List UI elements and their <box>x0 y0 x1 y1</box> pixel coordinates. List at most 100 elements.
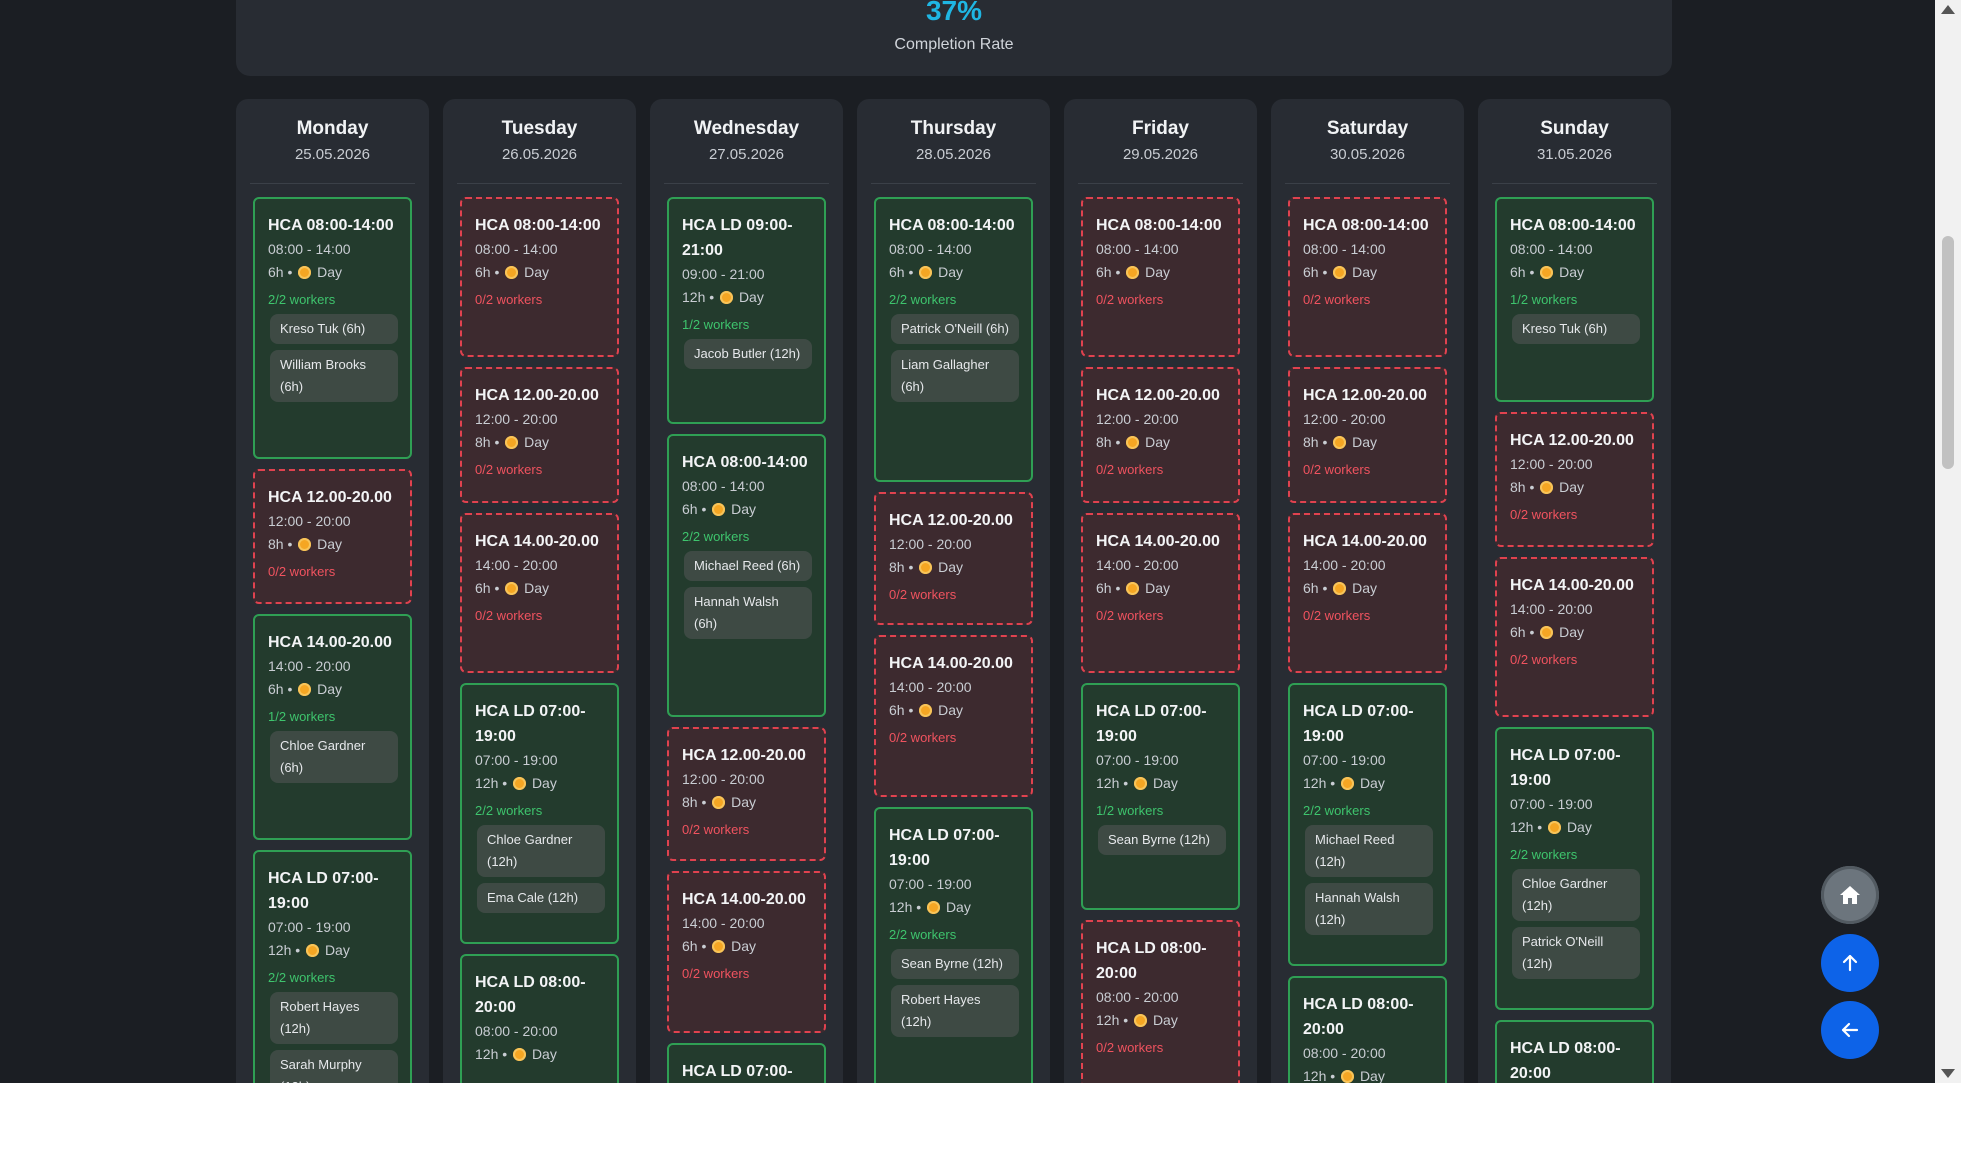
worker-chip[interactable]: Robert Hayes (12h) <box>270 992 398 1044</box>
sun-icon <box>1126 582 1140 595</box>
shift-card[interactable]: HCA 14.00-20.00 14:00 - 20:00 6h • Day 0/2 … <box>874 635 1033 797</box>
worker-count: 0/2 workers <box>889 730 957 745</box>
worker-chip[interactable]: Kreso Tuk (6h) <box>1512 314 1640 344</box>
shift-card[interactable]: HCA 08:00-14:00 08:00 - 14:00 6h • Day 0/2 … <box>1081 197 1240 357</box>
shift-card[interactable]: HCA LD 07:00-19:00 07:00 - 19:00 12h • Day… <box>460 683 619 944</box>
worker-chip[interactable]: Sarah Murphy (12h) <box>270 1050 398 1083</box>
worker-chip[interactable]: Chloe Gardner (12h) <box>1512 869 1640 921</box>
scroll-down-arrow[interactable] <box>1941 1069 1955 1078</box>
shift-period: Day <box>738 289 764 305</box>
shift-card[interactable]: HCA 12.00-20.00 12:00 - 20:00 8h • Day 0/2 … <box>874 492 1033 625</box>
shift-title: HCA 08:00-14:00 <box>1510 217 1636 234</box>
worker-chip[interactable]: Hannah Walsh (12h) <box>1305 883 1433 935</box>
schedule-page: 37% Completion Rate Monday 25.05.2026 HCA … <box>0 0 1935 1083</box>
shift-card[interactable]: HCA LD 07:00-19:00 07:00 - 19:00 12h • Day… <box>874 807 1033 1083</box>
shift-card[interactable]: HCA LD 08:00-20:00 08:00 - 20:00 12h • Day <box>1288 976 1447 1083</box>
day-header: Tuesday 26.05.2026 <box>457 99 622 184</box>
shift-card[interactable]: HCA 08:00-14:00 08:00 - 14:00 6h • Day 0/2 … <box>460 197 619 357</box>
shift-card[interactable]: HCA LD 07:00-19:00 07:00 - 19:00 12h • Day… <box>1288 683 1447 966</box>
day-header: Friday 29.05.2026 <box>1078 99 1243 184</box>
shift-hours: 6h <box>1096 264 1112 280</box>
shift-period: Day <box>531 1046 557 1062</box>
back-button[interactable] <box>1821 1001 1879 1059</box>
shift-card[interactable]: HCA 12.00-20.00 12:00 - 20:00 8h • Day 0/2 … <box>1081 367 1240 503</box>
shift-card[interactable]: HCA 12.00-20.00 12:00 - 20:00 8h • Day 0/2 … <box>253 469 412 604</box>
shift-card[interactable]: HCA LD 08:00-20:00 08:00 - 20:00 12h • Day <box>460 954 619 1083</box>
worker-chip[interactable]: Patrick O'Neill (12h) <box>1512 927 1640 979</box>
completion-stat-card: 37% Completion Rate <box>236 0 1672 76</box>
shift-card[interactable]: HCA LD 07:00-19:00 07:00 - 19:00 12h • Day… <box>1495 727 1654 1010</box>
worker-chip[interactable]: William Brooks (6h) <box>270 350 398 402</box>
shift-card[interactable]: HCA 12.00-20.00 12:00 - 20:00 8h • Day 0/2 … <box>460 367 619 503</box>
home-button[interactable] <box>1821 866 1879 924</box>
shift-meta: 6h • Day <box>1510 624 1585 640</box>
shift-meta: 8h • Day <box>268 536 343 552</box>
worker-chip[interactable]: Robert Hayes (12h) <box>891 985 1019 1037</box>
shift-title: HCA LD 07:00- <box>682 1063 793 1080</box>
shift-card[interactable]: HCA LD 07:00-19:00 07:00 - 19:00 12h • Day… <box>1081 683 1240 910</box>
shift-hours: 6h <box>475 264 491 280</box>
shift-card[interactable]: HCA 14.00-20.00 14:00 - 20:00 6h • Day 0/2 … <box>1288 513 1447 673</box>
shift-meta: 8h • Day <box>682 794 757 810</box>
shift-card[interactable]: HCA LD 09:00-21:00 09:00 - 21:00 12h • Day… <box>667 197 826 424</box>
worker-chip[interactable]: Kreso Tuk (6h) <box>270 314 398 344</box>
worker-count: 0/2 workers <box>268 564 336 579</box>
shift-hours: 12h <box>1303 775 1327 791</box>
day-name: Friday <box>1131 118 1190 139</box>
shift-time: 07:00 - 19:00 <box>1510 796 1593 812</box>
worker-count: 0/2 workers <box>1096 608 1164 623</box>
shift-card[interactable]: HCA LD 07:00-19:00 07:00 - 19:00 12h • Day… <box>253 850 412 1083</box>
shift-meta: 6h • Day <box>1303 264 1378 280</box>
shift-card[interactable]: HCA LD 07:00- <box>667 1043 826 1083</box>
shift-time: 14:00 - 20:00 <box>1510 601 1593 617</box>
shift-card[interactable]: HCA 08:00-14:00 08:00 - 14:00 6h • Day 2/2 … <box>874 197 1033 482</box>
shift-card[interactable]: HCA 08:00-14:00 08:00 - 14:00 6h • Day 2/2 … <box>667 434 826 717</box>
shift-title: HCA LD 08:00-20:00 <box>475 974 586 1016</box>
day-header: Saturday 30.05.2026 <box>1285 99 1450 184</box>
shift-period: Day <box>945 899 971 915</box>
worker-chip[interactable]: Ema Cale (12h) <box>477 883 605 913</box>
scroll-top-button[interactable] <box>1821 934 1879 992</box>
shift-period: Day <box>731 794 757 810</box>
shift-card[interactable]: HCA 08:00-14:00 08:00 - 14:00 6h • Day 2/2 … <box>253 197 412 459</box>
day-name: Monday <box>296 118 369 139</box>
worker-chip[interactable]: Hannah Walsh (6h) <box>684 587 812 639</box>
shift-card[interactable]: HCA LD 08:00-20:00 08:00 - 20:00 12h • Day… <box>1081 920 1240 1083</box>
scrollbar-thumb[interactable] <box>1942 236 1954 469</box>
scroll-up-arrow[interactable] <box>1941 5 1955 14</box>
worker-chip[interactable]: Sean Byrne (12h) <box>1098 825 1226 855</box>
worker-chip[interactable]: Michael Reed (6h) <box>684 551 812 581</box>
sun-icon <box>1134 1014 1148 1027</box>
shift-time: 08:00 - 14:00 <box>1096 241 1179 257</box>
shift-card[interactable]: HCA 08:00-14:00 08:00 - 14:00 6h • Day 0/2 … <box>1288 197 1447 357</box>
worker-chip[interactable]: Liam Gallagher (6h) <box>891 350 1019 402</box>
page-scrollbar[interactable] <box>1935 0 1961 1083</box>
shift-card[interactable]: HCA 08:00-14:00 08:00 - 14:00 6h • Day 1/2 … <box>1495 197 1654 402</box>
day-name: Wednesday <box>693 118 800 139</box>
worker-chip[interactable]: Jacob Butler (12h) <box>684 339 812 369</box>
shift-card[interactable]: HCA 14.00-20.00 14:00 - 20:00 6h • Day 0/2 … <box>1495 557 1654 717</box>
worker-chip[interactable]: Chloe Gardner (12h) <box>477 825 605 877</box>
shift-card[interactable]: HCA 14.00-20.00 14:00 - 20:00 6h • Day 0/2 … <box>460 513 619 673</box>
day-column-friday: Friday 29.05.2026 HCA 08:00-14:00 08:00 - 1… <box>1064 99 1257 1083</box>
sun-icon <box>1333 582 1347 595</box>
shift-card[interactable]: HCA 12.00-20.00 12:00 - 20:00 8h • Day 0/2 … <box>1288 367 1447 503</box>
shift-meta: 6h • Day <box>1303 580 1378 596</box>
worker-chip[interactable]: Chloe Gardner (6h) <box>270 731 398 783</box>
shift-title: HCA 14.00-20.00 <box>1510 577 1634 594</box>
shift-card[interactable]: HCA 14.00-20.00 14:00 - 20:00 6h • Day 0/2 … <box>1081 513 1240 673</box>
shift-period: Day <box>1359 1068 1385 1083</box>
worker-chip[interactable]: Patrick O'Neill (6h) <box>891 314 1019 344</box>
worker-chip[interactable]: Sean Byrne (12h) <box>891 949 1019 979</box>
shift-card[interactable]: HCA LD 08:00-20:00 <box>1495 1020 1654 1083</box>
shift-meta: 6h • Day <box>1510 264 1585 280</box>
worker-count: 0/2 workers <box>475 292 543 307</box>
shift-card[interactable]: HCA 14.00-20.00 14:00 - 20:00 6h • Day 0/2 … <box>667 871 826 1033</box>
sun-icon <box>1341 1070 1355 1083</box>
shift-hours: 12h <box>889 899 913 915</box>
shift-time: 12:00 - 20:00 <box>682 771 765 787</box>
worker-chip[interactable]: Michael Reed (12h) <box>1305 825 1433 877</box>
shift-card[interactable]: HCA 12.00-20.00 12:00 - 20:00 8h • Day 0/2 … <box>667 727 826 861</box>
shift-card[interactable]: HCA 12.00-20.00 12:00 - 20:00 8h • Day 0/2 … <box>1495 412 1654 547</box>
shift-card[interactable]: HCA 14.00-20.00 14:00 - 20:00 6h • Day 1/2 … <box>253 614 412 840</box>
